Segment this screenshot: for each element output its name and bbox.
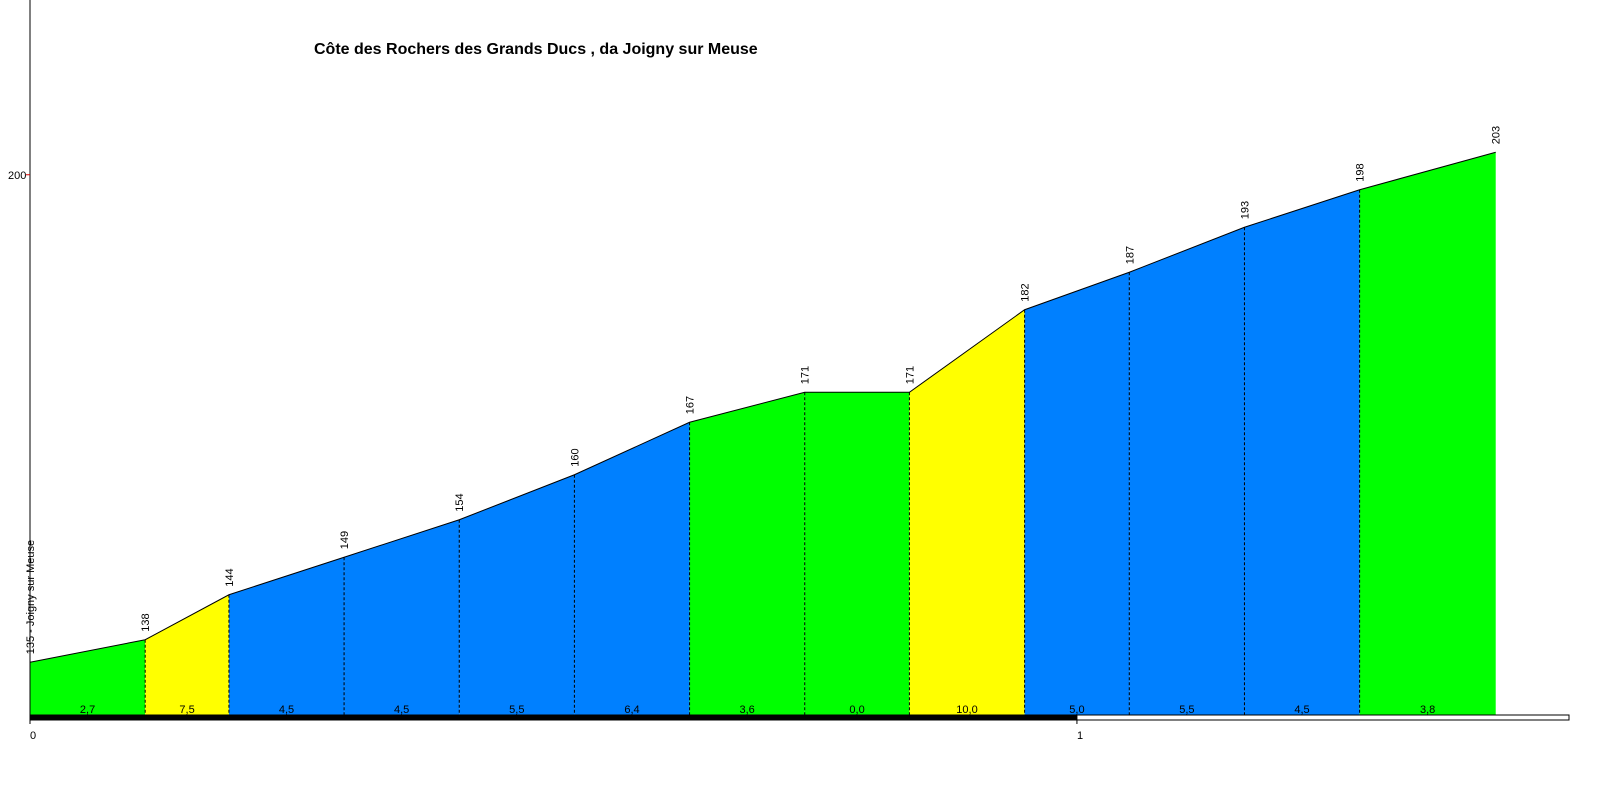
gradient-segment [909,309,1025,717]
gradient-segment [1359,152,1496,717]
gradient-label: 5,5 [1179,704,1194,716]
elevation-label: 167 [685,396,697,414]
gradient-segment [804,392,910,717]
gradient-label: 10,0 [956,704,977,716]
elevation-label: 154 [454,493,466,511]
elevation-label: 203 [1491,126,1503,144]
gradient-segment [574,422,690,717]
y-tick-label: 200 [8,170,26,182]
gradient-segment [1024,272,1130,717]
elevation-label: 171 [904,366,916,384]
elevation-label: 187 [1124,246,1136,264]
gradient-label: 3,6 [740,704,755,716]
gradient-label: 5,0 [1069,704,1084,716]
gradient-label: 0,0 [849,704,864,716]
elevation-label: 193 [1239,201,1251,219]
x-tick-label: 1 [1077,730,1083,742]
x-tick-label: 0 [30,730,36,742]
gradient-label: 4,5 [1294,704,1309,716]
elevation-label: 171 [800,366,812,384]
gradient-segment [689,392,805,717]
distance-bar [29,714,1078,721]
gradient-segment [459,474,575,717]
gradient-segment [344,519,460,717]
elevation-label: 135 - Joigny sur Meuse [25,540,37,654]
chart-title: Côte des Rochers des Grands Ducs , da Jo… [314,41,758,58]
elevation-label: 160 [569,448,581,466]
profile-line [29,151,1496,663]
elevation-label: 182 [1020,283,1032,301]
elevation-label: 149 [339,531,351,549]
gradient-label: 6,4 [624,704,639,716]
elevation-label: 138 [140,613,152,631]
gradient-segment [228,557,345,717]
gradient-segment [1129,227,1245,717]
gradient-label: 7,5 [179,704,194,716]
gradient-label: 2,7 [80,704,95,716]
gradient-segment [145,594,229,717]
gradient-label: 3,8 [1420,704,1435,716]
gradient-label: 5,5 [509,704,524,716]
elevation-label: 144 [224,568,236,586]
gradient-segment [1244,189,1360,717]
gradient-label: 4,5 [279,704,294,716]
gradient-label: 4,5 [394,704,409,716]
gradient-segment [30,639,146,717]
distance-bar [1076,714,1570,721]
elevation-label: 198 [1355,163,1367,181]
